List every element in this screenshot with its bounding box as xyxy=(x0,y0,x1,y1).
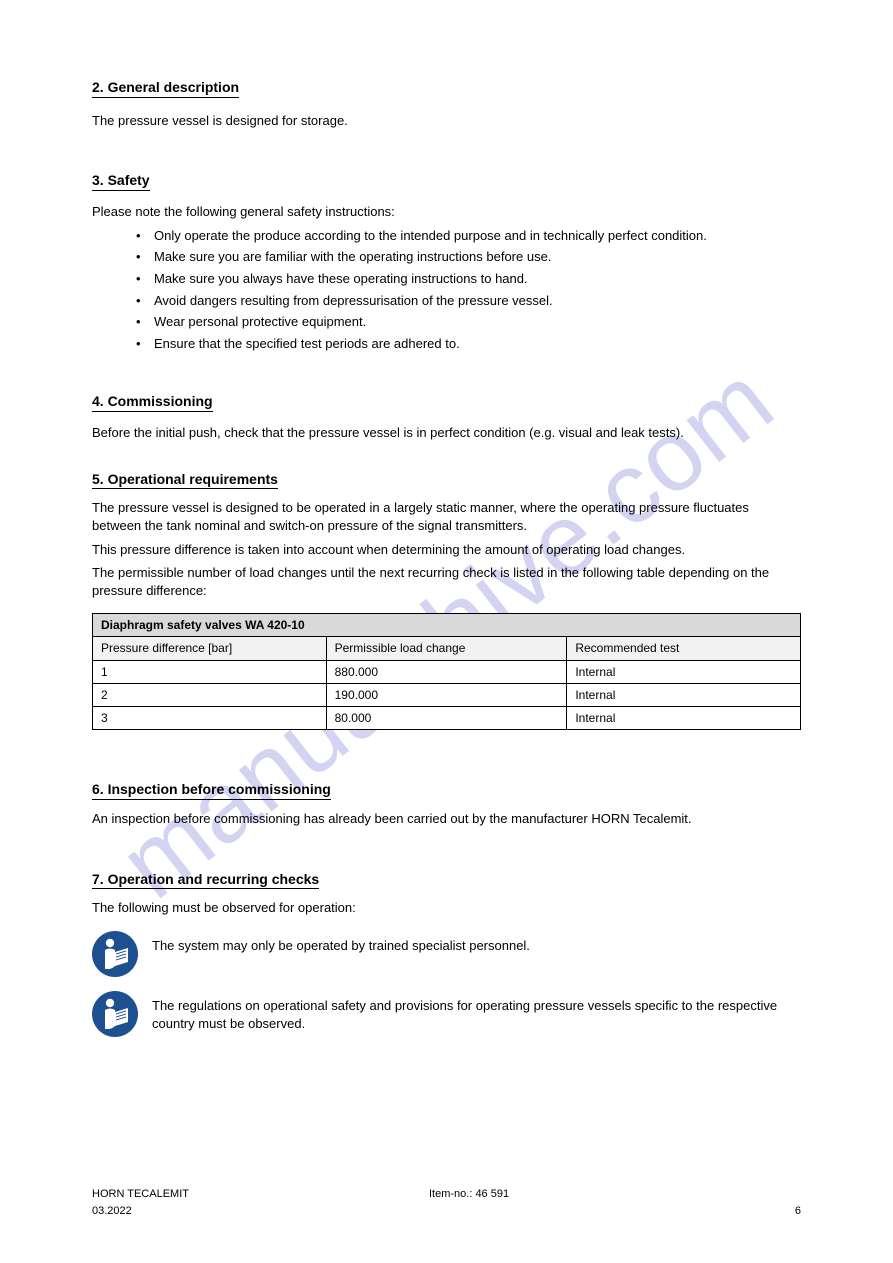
page-footer: HORN TECALEMIT Item-no.: 46 591 03.2022 … xyxy=(92,1187,801,1219)
instruction-row: The system may only be operated by train… xyxy=(92,931,801,977)
footer-docnum: Item-no.: 46 591 xyxy=(429,1187,509,1202)
load-change-table: Diaphragm safety valves WA 420-10 Pressu… xyxy=(92,613,801,730)
table-header: Recommended test xyxy=(567,637,801,660)
paragraph: Please note the following general safety… xyxy=(92,203,801,221)
paragraph: The pressure vessel is designed to be op… xyxy=(92,499,801,534)
heading: 3. Safety xyxy=(92,171,150,191)
section-commissioning: 4. Commissioning Before the initial push… xyxy=(92,356,801,441)
instruction-text: The system may only be operated by train… xyxy=(152,931,530,955)
footer-company: HORN TECALEMIT xyxy=(92,1187,189,1202)
table-cell: 2 xyxy=(93,683,327,706)
paragraph: Before the initial push, check that the … xyxy=(92,424,801,442)
bullet-list: Only operate the produce according to th… xyxy=(132,227,801,352)
paragraph: An inspection before commissioning has a… xyxy=(92,810,801,828)
table-row: 1 880.000 Internal xyxy=(93,660,801,683)
heading: 5. Operational requirements xyxy=(92,470,278,490)
heading: 6. Inspection before commissioning xyxy=(92,780,331,800)
table-header: Permissible load change xyxy=(326,637,567,660)
table-cell: 3 xyxy=(93,706,327,729)
heading: 4. Commissioning xyxy=(92,392,213,412)
table-row: 3 80.000 Internal xyxy=(93,706,801,729)
list-item: Avoid dangers resulting from depressuris… xyxy=(132,292,801,310)
table-cell: 880.000 xyxy=(326,660,567,683)
table-title: Diaphragm safety valves WA 420-10 xyxy=(93,614,801,637)
section-general-description: 2. General description The pressure vess… xyxy=(92,78,801,129)
footer-date: 03.2022 xyxy=(92,1205,132,1217)
table-cell: 190.000 xyxy=(326,683,567,706)
table-cell: Internal xyxy=(567,706,801,729)
section-operation-checks: 7. Operation and recurring checks The fo… xyxy=(92,848,801,1037)
heading: 2. General description xyxy=(92,78,239,98)
list-item: Make sure you always have these operatin… xyxy=(132,270,801,288)
table-cell: 1 xyxy=(93,660,327,683)
list-item: Make sure you are familiar with the oper… xyxy=(132,248,801,266)
table-header: Pressure difference [bar] xyxy=(93,637,327,660)
section-inspection: 6. Inspection before commissioning An in… xyxy=(92,758,801,827)
paragraph: The following must be observed for opera… xyxy=(92,899,801,917)
list-item: Ensure that the specified test periods a… xyxy=(132,335,801,353)
list-item: Wear personal protective equipment. xyxy=(132,313,801,331)
section-operational-requirements: 5. Operational requirements The pressure… xyxy=(92,448,801,731)
instruction-text: The regulations on operational safety an… xyxy=(152,991,801,1032)
heading: 7. Operation and recurring checks xyxy=(92,870,319,890)
read-manual-icon xyxy=(92,991,138,1037)
section-safety: 3. Safety Please note the following gene… xyxy=(92,135,801,352)
table-cell: 80.000 xyxy=(326,706,567,729)
table-cell: Internal xyxy=(567,683,801,706)
instruction-row: The regulations on operational safety an… xyxy=(92,991,801,1037)
paragraph: This pressure difference is taken into a… xyxy=(92,541,801,559)
document-page: 2. General description The pressure vess… xyxy=(0,0,893,1077)
read-manual-icon xyxy=(92,931,138,977)
table-row: 2 190.000 Internal xyxy=(93,683,801,706)
paragraph: The permissible number of load changes u… xyxy=(92,564,801,599)
paragraph: The pressure vessel is designed for stor… xyxy=(92,112,801,130)
page-number: 6 xyxy=(795,1204,801,1219)
table-cell: Internal xyxy=(567,660,801,683)
list-item: Only operate the produce according to th… xyxy=(132,227,801,245)
